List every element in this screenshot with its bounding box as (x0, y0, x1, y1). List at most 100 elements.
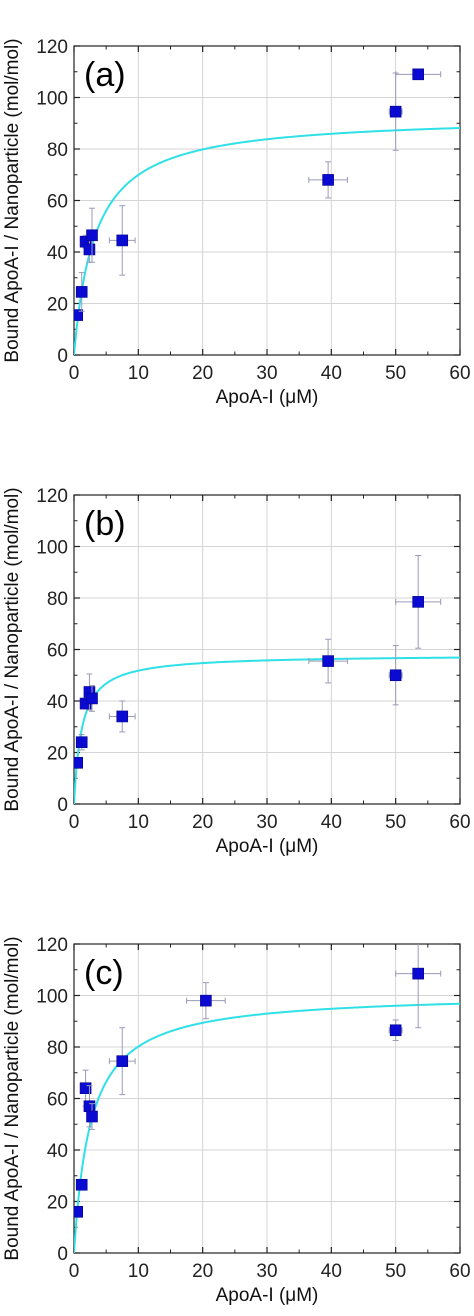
x-tick-label: 20 (192, 1261, 213, 1282)
data-marker (75, 736, 88, 749)
data-marker (389, 669, 402, 682)
y-tick-label: 120 (36, 37, 68, 58)
data-marker (116, 234, 129, 247)
panel-label: (a) (84, 56, 126, 94)
y-tick-label: 80 (47, 140, 68, 161)
data-marker (75, 286, 88, 298)
data-point (79, 1069, 92, 1107)
x-tick-label: 30 (256, 363, 277, 384)
data-marker (86, 692, 98, 705)
data-point (75, 733, 88, 751)
data-marker (412, 68, 424, 81)
y-tick-label: 80 (47, 1038, 68, 1059)
data-point (108, 700, 136, 733)
y-tick-label: 120 (36, 935, 68, 956)
data-point (395, 555, 442, 649)
y-axis-label: Bound ApoA-I / Nanoparticle (mol/mol) (2, 487, 23, 811)
data-point (308, 638, 348, 684)
y-tick-label: 0 (57, 1244, 68, 1265)
data-point (186, 982, 226, 1020)
x-tick-label: 40 (321, 1261, 342, 1282)
data-point (388, 1019, 403, 1042)
data-marker (74, 309, 84, 321)
data-marker (74, 1206, 84, 1218)
data-marker (322, 655, 334, 667)
y-tick-label: 40 (47, 243, 68, 264)
panel-c: 0 10 20 30 40 50 60 0 20 40 60 80 100 120 ApoA-I (μM) B… (2, 935, 471, 1306)
data-point (388, 645, 403, 706)
y-tick-label: 20 (47, 1193, 68, 1214)
data-marker (83, 243, 96, 256)
y-tick-label: 40 (47, 692, 68, 713)
data-point (108, 1027, 136, 1096)
y-tick-label: 40 (47, 1141, 68, 1162)
x-tick-label: 30 (256, 1261, 277, 1282)
data-marker (389, 105, 402, 118)
data-marker (116, 710, 129, 723)
data-point (74, 756, 84, 769)
x-tick-label: 10 (128, 1261, 149, 1282)
y-tick-label: 20 (47, 744, 68, 765)
panel-label: (c) (84, 954, 124, 992)
x-tick-label: 0 (69, 812, 80, 833)
x-tick-label: 10 (128, 363, 149, 384)
data-marker (322, 174, 334, 186)
x-axis-label: ApoA-I (μM) (216, 387, 319, 408)
data-marker (412, 967, 424, 980)
data-marker (116, 1055, 129, 1067)
data-marker (200, 994, 212, 1007)
data-marker (86, 229, 98, 242)
y-tick-label: 120 (36, 486, 68, 507)
data-point (86, 207, 98, 263)
data-marker (86, 1110, 98, 1123)
y-tick-label: 60 (47, 1090, 68, 1111)
data-marker (75, 1178, 88, 1191)
panel-label: (b) (84, 505, 126, 543)
x-tick-label: 50 (385, 1261, 406, 1282)
x-tick-label: 40 (321, 363, 342, 384)
data-point (74, 1206, 84, 1218)
y-tick-label: 100 (36, 89, 68, 110)
x-tick-label: 60 (449, 812, 470, 833)
x-tick-label: 30 (256, 812, 277, 833)
data-point (86, 685, 98, 712)
data-point (388, 72, 403, 151)
y-tick-label: 100 (36, 987, 68, 1008)
x-tick-label: 60 (449, 363, 470, 384)
x-axis-label: ApoA-I (μM) (216, 1285, 319, 1306)
y-tick-label: 0 (57, 795, 68, 816)
data-marker (83, 1100, 96, 1113)
x-tick-label: 50 (385, 363, 406, 384)
data-point (75, 272, 88, 312)
x-tick-label: 10 (128, 812, 149, 833)
data-marker (79, 1082, 92, 1094)
fit-curve (74, 1002, 460, 1253)
x-tick-label: 20 (192, 812, 213, 833)
x-axis-label: ApoA-I (μM) (216, 836, 319, 857)
data-marker (412, 596, 424, 608)
y-tick-label: 60 (47, 192, 68, 213)
data-point (395, 944, 442, 1029)
data-point (86, 1103, 98, 1130)
panel-b: 0 10 20 30 40 50 60 0 20 40 60 80 100 120 ApoA-I (μM) B… (2, 486, 471, 857)
data-point (74, 309, 84, 321)
y-axis-label: Bound ApoA-I / Nanoparticle (mol/mol) (2, 936, 23, 1260)
y-tick-label: 0 (57, 346, 68, 367)
x-tick-label: 60 (449, 1261, 470, 1282)
y-tick-label: 20 (47, 295, 68, 316)
x-tick-label: 0 (69, 363, 80, 384)
y-tick-label: 80 (47, 589, 68, 610)
data-point (395, 68, 442, 81)
data-marker (74, 756, 84, 769)
data-marker (389, 1024, 402, 1037)
y-axis-label: Bound ApoA-I / Nanoparticle (mol/mol) (2, 38, 23, 362)
y-tick-label: 60 (47, 641, 68, 662)
x-tick-label: 50 (385, 812, 406, 833)
x-tick-label: 20 (192, 363, 213, 384)
data-point (308, 161, 348, 199)
panel-a: 0 10 20 30 40 50 60 0 20 40 60 80 100 120 ApoA-I (μM) B… (2, 37, 471, 408)
data-point (75, 1178, 88, 1191)
y-tick-label: 100 (36, 538, 68, 559)
data-point (108, 205, 136, 276)
